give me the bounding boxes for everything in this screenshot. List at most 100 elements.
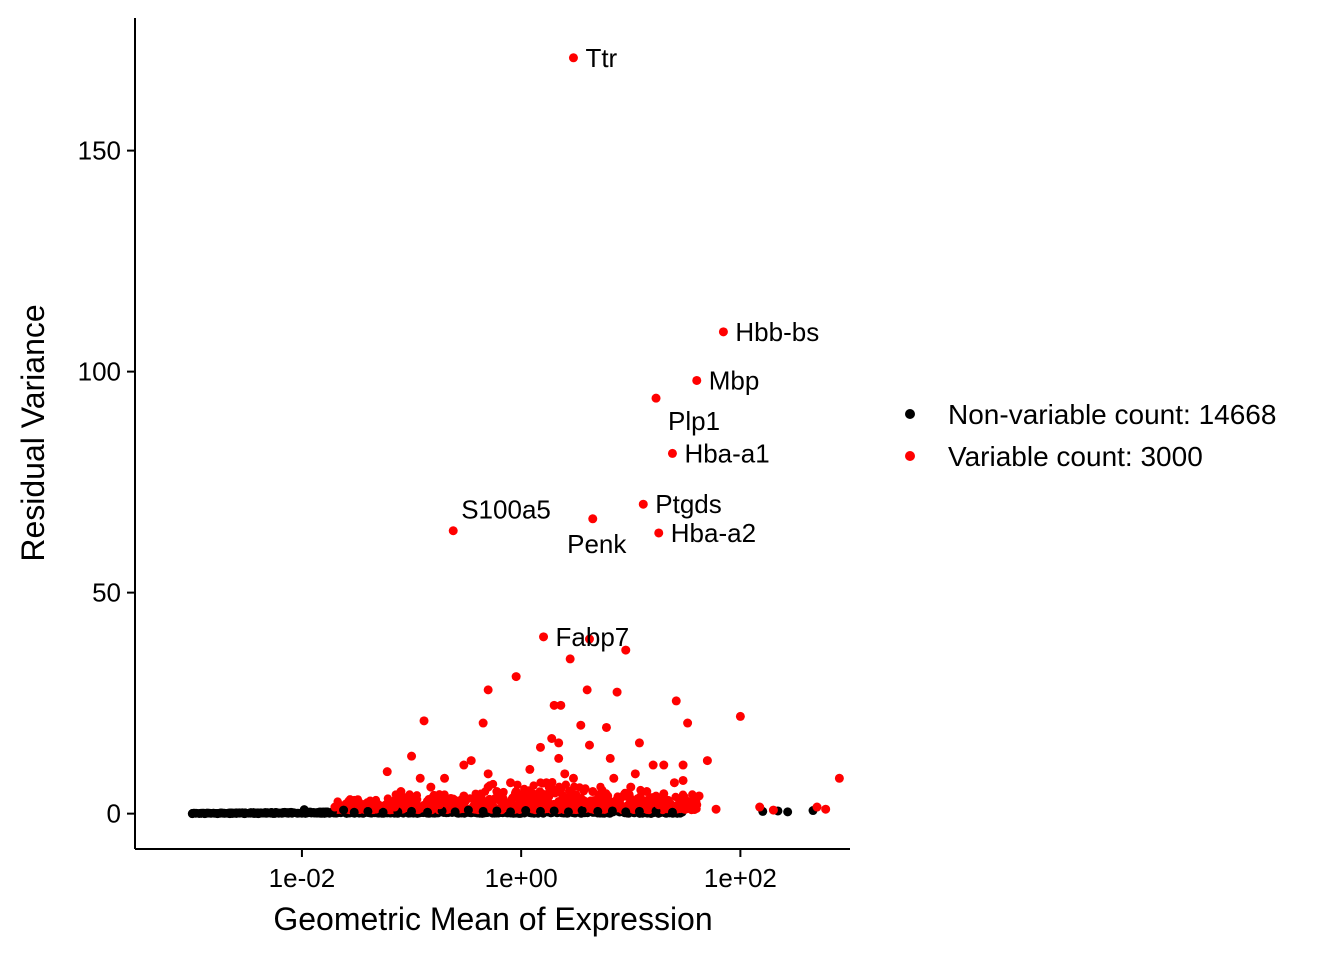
- variable-point: [459, 791, 469, 801]
- variable-point: [694, 791, 704, 801]
- variable-point: [612, 687, 622, 697]
- legend-key: [905, 409, 915, 419]
- non-variable-point: [521, 806, 531, 816]
- variable-point: [499, 800, 509, 810]
- y-tick-label: 0: [107, 799, 121, 829]
- variable-point: [524, 786, 534, 795]
- variable-point: [692, 800, 702, 810]
- variable-point: [390, 802, 400, 812]
- non-variable-point: [187, 809, 197, 819]
- variable-point: [605, 753, 615, 763]
- variable-point: [492, 787, 502, 797]
- variable-point: [414, 805, 423, 815]
- variable-point: [415, 773, 425, 783]
- variable-point: [654, 800, 664, 810]
- variable-point: [755, 802, 765, 812]
- non-variable-point: [549, 806, 559, 816]
- variable-point: [718, 327, 728, 337]
- non-variable-point: [783, 807, 793, 817]
- non-variable-point: [363, 806, 373, 816]
- non-variable-point: [593, 806, 603, 816]
- variable-point: [568, 773, 578, 783]
- non-variable-point: [268, 808, 278, 818]
- variable-point: [621, 791, 631, 801]
- variable-point: [588, 787, 598, 797]
- variable-point: [645, 793, 655, 803]
- variable-point: [671, 696, 681, 706]
- axes: 0 50 100 150 1e-02 1e+00 1e+02: [78, 18, 850, 893]
- non-variable-point: [253, 809, 263, 819]
- variable-point: [448, 526, 458, 536]
- x-tick-label: 1e+00: [485, 863, 558, 893]
- x-axis-title: Geometric Mean of Expression: [273, 901, 712, 937]
- variable-point: [821, 804, 831, 814]
- variable-point: [626, 782, 636, 792]
- variable-point: [554, 753, 564, 763]
- non-variable-point: [283, 808, 293, 818]
- variable-point: [633, 794, 642, 803]
- variable-point: [382, 767, 392, 777]
- variable-point: [506, 778, 516, 788]
- variable-point: [568, 53, 578, 63]
- variable-point: [440, 790, 449, 799]
- variable-point: [547, 733, 557, 743]
- variable-point: [564, 786, 574, 796]
- variable-point: [440, 773, 450, 783]
- variable-point: [669, 778, 679, 788]
- gene-label: Hba-a1: [684, 438, 769, 468]
- non-variable-point: [378, 807, 388, 817]
- gene-label: Ttr: [585, 43, 617, 73]
- variable-point: [683, 718, 693, 728]
- variable-point: [630, 769, 640, 779]
- variable-point: [702, 756, 712, 766]
- non-variable-point: [261, 808, 270, 817]
- variable-point: [597, 791, 607, 801]
- variable-point: [535, 742, 545, 752]
- variable-point: [692, 375, 702, 385]
- variable-point: [588, 514, 598, 524]
- variable-point: [580, 798, 590, 808]
- variable-point: [466, 756, 476, 766]
- gene-label: S100a5: [461, 495, 551, 525]
- variable-point: [349, 795, 359, 805]
- variable-point: [688, 790, 697, 799]
- variable-point: [396, 787, 406, 797]
- variable-point: [615, 800, 625, 810]
- non-variable-point: [607, 806, 617, 816]
- non-variable-point: [200, 809, 210, 819]
- variable-point: [572, 795, 582, 805]
- variable-point: [678, 775, 688, 785]
- variable-point: [450, 795, 460, 805]
- variable-point: [532, 791, 542, 801]
- variable-point: [634, 738, 644, 748]
- variable-point: [659, 760, 669, 770]
- variable-point: [576, 720, 586, 730]
- non-variable-point: [563, 807, 573, 817]
- non-variable-point: [535, 806, 545, 816]
- variable-point: [676, 793, 686, 803]
- non-variable-point: [667, 807, 677, 817]
- variable-point: [483, 685, 493, 695]
- variable-point: [459, 760, 469, 770]
- variable-point: [374, 800, 384, 810]
- y-tick-label: 100: [78, 357, 121, 387]
- variable-series: [330, 53, 844, 815]
- variable-point: [642, 787, 652, 797]
- variable-point: [575, 783, 584, 792]
- non-variable-point: [478, 806, 488, 816]
- x-tick-label: 1e+02: [704, 863, 777, 893]
- variable-point: [516, 795, 526, 805]
- legend-key: [905, 451, 915, 461]
- variable-point: [560, 769, 570, 779]
- y-tick-label: 150: [78, 136, 121, 166]
- variable-point: [529, 798, 539, 808]
- non-variable-point: [290, 808, 300, 817]
- variable-point: [735, 711, 745, 721]
- variable-point: [426, 782, 436, 792]
- non-variable-point: [492, 806, 502, 816]
- variable-point: [435, 800, 445, 810]
- variable-point: [600, 805, 610, 814]
- non-variable-point: [450, 807, 460, 817]
